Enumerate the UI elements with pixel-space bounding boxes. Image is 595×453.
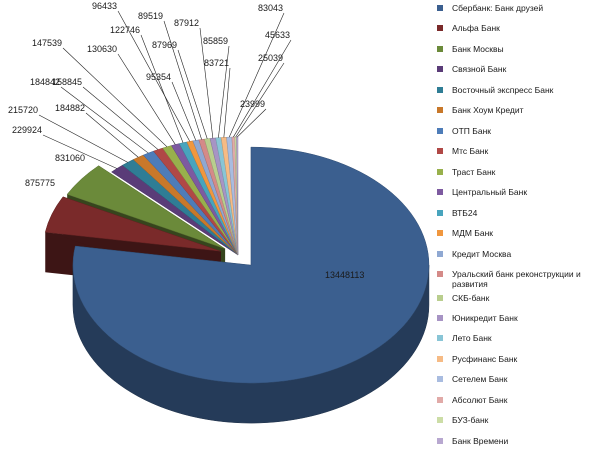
legend-label: Русфинанс Банк: [452, 354, 518, 364]
legend-label: Кредит Москва: [452, 249, 512, 259]
data-label-4: 229924: [12, 125, 42, 135]
data-label-16: 87912: [174, 18, 199, 28]
legend-swatch: [437, 230, 443, 236]
legend-label: Связной Банк: [452, 64, 507, 74]
legend-swatch: [437, 417, 443, 423]
data-label-10: 130630: [87, 44, 117, 54]
legend-swatch: [437, 210, 443, 216]
legend-label: Траст Банк: [452, 167, 496, 177]
data-label-12: 96433: [92, 1, 117, 11]
data-label-2: 875775: [25, 178, 55, 188]
legend-label: Сетелем Банк: [452, 374, 508, 384]
leader-line-17: [218, 45, 230, 138]
data-label-14: 89519: [138, 11, 163, 21]
legend-swatch: [437, 271, 443, 277]
data-label-1: 13448113: [325, 270, 364, 280]
data-label-7: 184842: [30, 77, 60, 87]
legend-label: Уральский банк реконструкции и развития: [452, 269, 581, 289]
legend: Сбербанк: Банк друзей Альфа Банк Банк Моск…: [437, 0, 595, 453]
legend-swatch: [437, 169, 443, 175]
data-label-11: 122746: [110, 25, 140, 35]
legend-swatch: [437, 46, 443, 52]
data-label-13: 95354: [146, 72, 171, 82]
data-label-19: 83043: [258, 3, 283, 13]
legend-swatch: [437, 356, 443, 362]
legend-label: Юникредит Банк: [452, 313, 518, 323]
legend-label: Сбербанк: Банк друзей: [452, 3, 544, 13]
leader-line-21: [235, 62, 285, 138]
leader-line-14: [163, 20, 202, 140]
legend-label: Лето Банк: [452, 333, 492, 343]
legend-swatch: [437, 148, 443, 154]
slice-3: [66, 165, 226, 249]
legend-swatch: [437, 335, 443, 341]
data-label-5: 215720: [8, 105, 38, 115]
leader-line-10: [117, 53, 176, 145]
leader-line-18: [223, 67, 231, 138]
leader-line-22: [237, 108, 267, 138]
legend-swatch: [437, 5, 443, 11]
legend-swatch: [437, 295, 443, 301]
leader-line-4: [42, 134, 118, 169]
leader-line-15: [177, 49, 208, 139]
legend-label: Центральный Банк: [452, 187, 528, 197]
data-label-8: 158845: [52, 77, 82, 87]
leader-line-16: [199, 27, 214, 139]
slice-2: [44, 196, 221, 252]
data-label-21: 25039: [258, 53, 283, 63]
leader-line-8: [82, 86, 159, 150]
leader-line-6: [85, 112, 139, 158]
leader-line-19: [228, 12, 285, 138]
data-label-22: 23999: [240, 99, 265, 109]
data-labels: 13448113 875775 831060 229924 215720 184882 18…: [8, 1, 364, 280]
data-label-9: 147539: [32, 38, 62, 48]
leader-line-20: [233, 39, 292, 138]
legend-swatch: [437, 128, 443, 134]
legend-label: Банк Времени: [452, 436, 509, 446]
legend-swatch: [437, 315, 443, 321]
pie-slices: [44, 136, 430, 384]
legend-label: ОТП Банк: [452, 126, 491, 136]
legend-label: ВТБ24: [452, 208, 478, 218]
legend-swatch: [437, 107, 443, 113]
data-label-15: 87969: [152, 40, 177, 50]
legend-swatch: [437, 66, 443, 72]
legend-swatch: [437, 438, 443, 444]
slice-1: [72, 146, 430, 384]
legend-label: Альфа Банк: [452, 23, 500, 33]
legend-label: Банк Хоум Кредит: [452, 105, 524, 115]
label-leader-lines: [38, 10, 292, 169]
legend-label: Мтс Банк: [452, 146, 489, 156]
leader-line-12: [117, 10, 191, 142]
leader-line-13: [171, 81, 197, 141]
data-label-3: 831060: [55, 153, 85, 163]
data-label-20: 45633: [265, 30, 290, 40]
data-label-17: 85859: [203, 36, 228, 46]
leader-line-5: [38, 114, 128, 163]
data-label-6: 184882: [55, 103, 85, 113]
legend-label: БУЗ-банк: [452, 415, 489, 425]
legend-swatch: [437, 251, 443, 257]
legend-label: Восточный экспресс Банк: [452, 85, 554, 95]
leader-line-11: [140, 34, 184, 143]
leader-line-9: [62, 47, 168, 148]
legend-swatch: [437, 376, 443, 382]
legend-label: Банк Москвы: [452, 44, 504, 54]
legend-label: МДМ Банк: [452, 228, 493, 238]
legend-swatch: [437, 87, 443, 93]
legend-swatch: [437, 397, 443, 403]
leader-line-7: [60, 86, 149, 154]
legend-swatch: [437, 25, 443, 31]
data-label-18: 83721: [204, 58, 229, 68]
legend-label: Абсолют Банк: [452, 395, 508, 405]
legend-swatch: [437, 189, 443, 195]
legend-label: СКБ-банк: [452, 293, 490, 303]
